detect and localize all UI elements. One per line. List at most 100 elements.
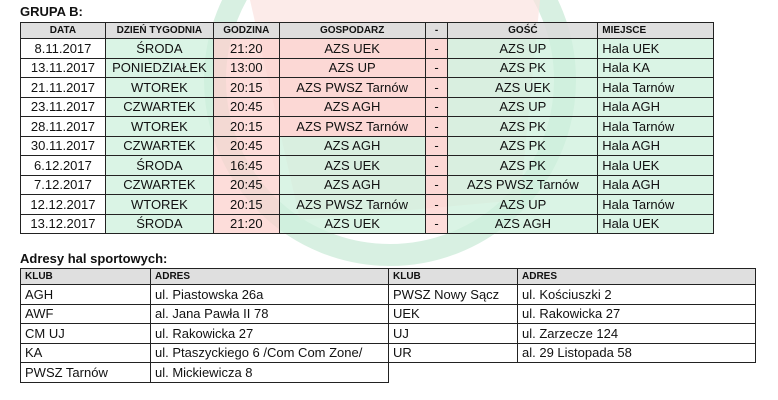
table-cell: Hala AGH xyxy=(597,96,714,117)
table-cell xyxy=(388,362,518,382)
table-cell: AZS UP xyxy=(447,96,599,117)
table-cell: 20:15 xyxy=(212,194,280,215)
table-cell: UR xyxy=(388,342,518,363)
table-row: 8.11.2017 ŚRODA 21:20 AZS UEK - AZS UP Hala UE… xyxy=(20,38,714,59)
table-cell: PONIEDZIAŁEK xyxy=(104,57,214,78)
table-row: 6.12.2017 ŚRODA 16:45 AZS UEK - AZS PK Hala UE… xyxy=(20,155,714,176)
table-cell: 20:45 xyxy=(212,96,280,117)
table-cell: AZS UEK xyxy=(278,155,426,176)
table-cell: AZS AGH xyxy=(447,213,599,234)
table-row: 7.12.2017 CZWARTEK 20:45 AZS AGH - AZS PWSZ T… xyxy=(20,174,714,195)
table-cell: - xyxy=(424,135,449,156)
table-cell: WTOREK xyxy=(104,116,214,137)
table-cell: ul. Mickiewicza 8 xyxy=(150,362,389,383)
table-cell: 20:45 xyxy=(212,174,280,195)
table-cell: AZS UEK xyxy=(278,213,426,234)
table-cell: - xyxy=(424,38,449,59)
table-cell: AZS PK xyxy=(447,135,599,156)
table-row: 28.11.2017 WTOREK 20:15 AZS PWSZ Tarnów - AZS… xyxy=(20,116,714,137)
table-row: 13.12.2017 ŚRODA 21:20 AZS UEK - AZS AGH Hala … xyxy=(20,213,714,234)
table-cell: AZS PK xyxy=(447,155,599,176)
table-cell: 23.11.2017 xyxy=(20,96,106,117)
table-cell: UJ xyxy=(388,323,518,344)
table-cell: UEK xyxy=(388,303,518,324)
column-header: MIEJSCE xyxy=(597,22,714,39)
table-cell: AZS PWSZ Tarnów xyxy=(447,174,599,195)
table-cell: - xyxy=(424,57,449,78)
table-cell: al. Jana Pawła II 78 xyxy=(150,303,389,324)
table-cell: 7.12.2017 xyxy=(20,174,106,195)
table-cell: KA xyxy=(20,342,151,363)
table-cell: Hala Tarnów xyxy=(597,194,714,215)
table-cell: AZS PWSZ Tarnów xyxy=(278,116,426,137)
table-row: PWSZ Tarnów ul. Mickiewicza 8 xyxy=(20,362,756,383)
table-cell: 13.11.2017 xyxy=(20,57,106,78)
table-row: AWF al. Jana Pawła II 78 UEK ul. Rakowicka … xyxy=(20,303,756,324)
table-cell: AZS AGH xyxy=(278,174,426,195)
table-cell: - xyxy=(424,155,449,176)
table-cell: - xyxy=(424,174,449,195)
table-cell: ŚRODA xyxy=(104,213,214,234)
table-row: KA ul. Ptaszyckiego 6 /Com Com Zone/UR al.… xyxy=(20,342,756,363)
table-cell: ul. Rakowicka 27 xyxy=(150,323,389,344)
table-cell: AZS UP xyxy=(278,57,426,78)
table-cell: AZS AGH xyxy=(278,135,426,156)
table-cell: PWSZ Tarnów xyxy=(20,362,151,383)
column-header: - xyxy=(424,22,449,39)
table-cell: AZS UEK xyxy=(278,38,426,59)
column-header: GOSPODARZ xyxy=(278,22,426,39)
table-cell: AZS UEK xyxy=(447,77,599,98)
table-cell: ŚRODA xyxy=(104,38,214,59)
table-cell: - xyxy=(424,213,449,234)
table-cell: AZS UP xyxy=(447,38,599,59)
table-cell: 20:15 xyxy=(212,77,280,98)
table-cell: CZWARTEK xyxy=(104,96,214,117)
table-cell: Hala UEK xyxy=(597,155,714,176)
table-cell: WTOREK xyxy=(104,77,214,98)
table-cell: ul. Zarzecze 124 xyxy=(517,323,756,344)
table-cell: AZS PWSZ Tarnów xyxy=(278,194,426,215)
table-cell: AZS PK xyxy=(447,57,599,78)
table-cell: 28.11.2017 xyxy=(20,116,106,137)
table-row: AGH ul. Piastowska 26a PWSZ Nowy Sącz ul. K… xyxy=(20,284,756,305)
column-header: KLUB xyxy=(388,268,518,285)
table-cell: PWSZ Nowy Sącz xyxy=(388,284,518,305)
column-header: GOŚĆ xyxy=(447,22,599,39)
column-header: DZIEŃ TYGODNIA xyxy=(104,22,214,39)
group-title: GRUPA B: xyxy=(20,4,83,19)
table-cell: Hala Tarnów xyxy=(597,116,714,137)
table-cell: CZWARTEK xyxy=(104,174,214,195)
column-header: GODZINA xyxy=(212,22,280,39)
table-cell: 21.11.2017 xyxy=(20,77,106,98)
table-cell: ul. Ptaszyckiego 6 /Com Com Zone/ xyxy=(150,342,389,363)
table-cell: 12.12.2017 xyxy=(20,194,106,215)
table-cell: 16:45 xyxy=(212,155,280,176)
table-cell: Hala Tarnów xyxy=(597,77,714,98)
table-cell: ul. Piastowska 26a xyxy=(150,284,389,305)
column-header: ADRES xyxy=(517,268,756,285)
table-cell: 30.11.2017 xyxy=(20,135,106,156)
table-cell: 21:20 xyxy=(212,38,280,59)
table-cell: - xyxy=(424,194,449,215)
addresses-table: KLUB ADRES KLUB ADRES AGH ul. Piastowska 26a… xyxy=(20,268,756,383)
table-cell: 8.11.2017 xyxy=(20,38,106,59)
table-cell: AZS PWSZ Tarnów xyxy=(278,77,426,98)
table-cell: al. 29 Listopada 58 xyxy=(517,342,756,363)
table-cell: Hala AGH xyxy=(597,174,714,195)
table-row: 21.11.2017 WTOREK 20:15 AZS PWSZ Tarnów - AZS… xyxy=(20,77,714,98)
table-cell: CM UJ xyxy=(20,323,151,344)
schedule-table: DATA DZIEŃ TYGODNIA GODZINA GOSPODARZ - GOŚĆ M… xyxy=(20,22,714,234)
table-cell: 6.12.2017 xyxy=(20,155,106,176)
table-cell: Hala AGH xyxy=(597,135,714,156)
table-cell: AWF xyxy=(20,303,151,324)
table-cell: AZS UP xyxy=(447,194,599,215)
table-cell: AZS AGH xyxy=(278,96,426,117)
column-header: ADRES xyxy=(150,268,389,285)
table-row: 13.11.2017 PONIEDZIAŁEK 13:00 AZS UP - AZS PK… xyxy=(20,57,714,78)
table-cell: 21:20 xyxy=(212,213,280,234)
addresses-title: Adresy hal sportowych: xyxy=(20,251,168,266)
table-cell: CZWARTEK xyxy=(104,135,214,156)
table-cell: Hala UEK xyxy=(597,38,714,59)
table-cell xyxy=(517,362,756,382)
table-cell: ul. Rakowicka 27 xyxy=(517,303,756,324)
